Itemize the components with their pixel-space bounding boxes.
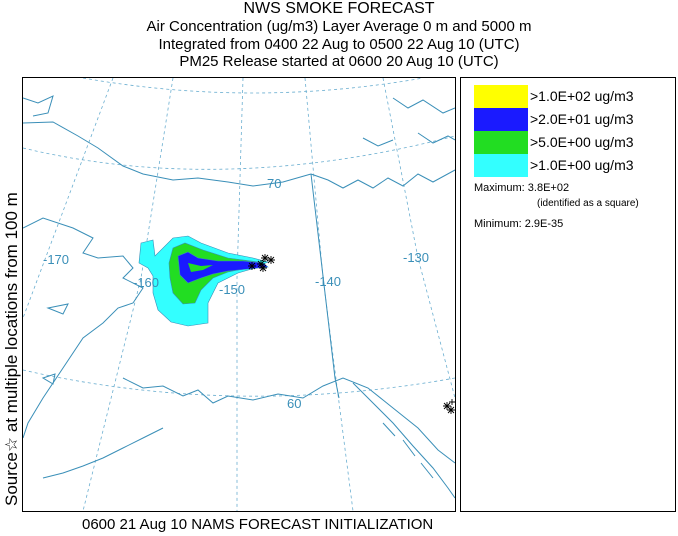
legend-label: >2.0E+01 ug/m3 [530,111,634,127]
legend-panel: >1.0E+02 ug/m3 >2.0E+01 ug/m3 >5.0E+00 u… [460,77,676,512]
border-line [310,173,340,399]
legend-label: >5.0E+00 ug/m3 [530,134,634,150]
source-marker [267,256,275,264]
source-markers [248,254,455,414]
legend-swatch [474,108,528,131]
source-marker [259,264,267,272]
subtitle-concentration: Air Concentration (ug/m3) Layer Average … [146,18,532,35]
contour-green-core [188,263,213,272]
legend-swatch [474,131,528,154]
lat-label-70: 70 [267,176,281,191]
maximum-value: Maximum: 3.8E+02 [474,182,570,194]
source-marker [443,402,451,410]
lon-line-140 [304,78,354,511]
contour-blue [177,251,269,284]
map-title: NWS SMOKE FORECAST [243,0,435,17]
source-marker [248,262,256,270]
legend-item-green: >5.0E+00 ug/m3 [474,131,674,154]
siberia-coast [23,95,54,117]
nunivak-island [41,373,56,385]
lon-label-130: -130 [403,250,429,265]
source-marker [449,399,455,405]
lon-line-160 [82,78,174,511]
smoke-plume [138,235,269,327]
forecast-initialization: 0600 21 Aug 10 NAMS FORECAST INITIALIZAT… [82,516,434,533]
west-coast [23,217,144,439]
lat-line-80 [82,78,424,94]
minimum-value: Minimum: 2.9E-35 [474,218,564,230]
subtitle-release: PM25 Release started at 0600 20 Aug 10 (… [179,53,499,70]
lon-line-170 [23,78,114,319]
canada-islands [362,97,455,147]
lon-label-170: -170 [43,252,69,267]
lat-label-60: 60 [287,396,301,411]
panhandle-islands [382,422,434,479]
source-side-label: Source☆ at multiple locations from 100 m [2,192,21,506]
legend-label: >1.0E+00 ug/m3 [530,157,634,173]
legend-swatch [474,154,528,177]
legend-swatch [474,85,528,108]
lon-label-140: -140 [315,274,341,289]
canada-arctic-coast [310,169,455,189]
lon-line-150 [236,78,244,511]
maximum-note: (identified as a square) [537,198,639,209]
lon-line-130 [382,78,455,399]
legend-item-cyan: >1.0E+00 ug/m3 [474,154,674,177]
lat-line-70 [23,135,455,170]
map-panel: 70 60 -170 -160 -150 -140 -130 [22,77,456,512]
lon-label-150: -150 [219,282,245,297]
legend-label: >1.0E+02 ug/m3 [530,88,634,104]
source-marker [257,260,265,268]
lon-label-160: -160 [133,275,159,290]
north-coast [23,121,312,187]
aleutians [42,427,164,479]
legend-item-blue: >2.0E+01 ug/m3 [474,108,674,131]
st-lawrence-island [46,303,69,315]
south-coast [122,377,455,464]
alaska-map: 70 60 -170 -160 -150 -140 -130 [23,78,455,511]
source-marker [447,406,455,414]
subtitle-integration: Integrated from 0400 22 Aug to 0500 22 A… [158,36,520,53]
legend-item-yellow: >1.0E+02 ug/m3 [474,85,674,108]
lat-line-60 [23,369,455,397]
source-marker [261,254,269,262]
panhandle [352,382,455,499]
